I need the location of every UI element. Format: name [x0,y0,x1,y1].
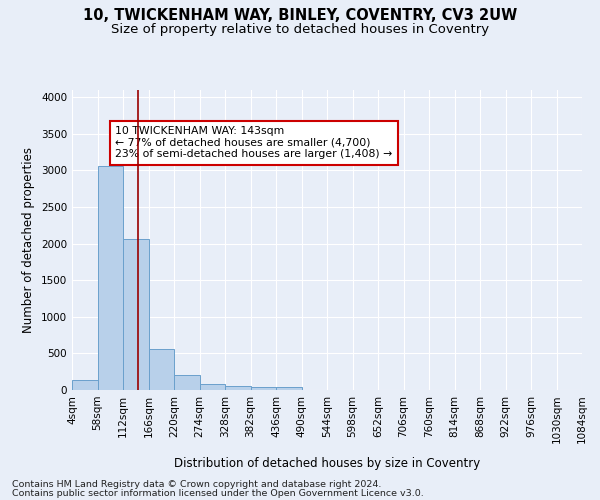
Bar [251,386,276,390]
Bar [200,384,225,390]
Text: 10 TWICKENHAM WAY: 143sqm
← 77% of detached houses are smaller (4,700)
23% of se: 10 TWICKENHAM WAY: 143sqm ← 77% of detac… [115,126,392,159]
Bar [72,380,97,390]
Bar [97,166,123,390]
Bar [123,240,149,390]
Text: 10, TWICKENHAM WAY, BINLEY, COVENTRY, CV3 2UW: 10, TWICKENHAM WAY, BINLEY, COVENTRY, CV… [83,8,517,22]
Bar [174,376,199,390]
Text: Contains HM Land Registry data © Crown copyright and database right 2024.: Contains HM Land Registry data © Crown c… [12,480,382,489]
Bar [276,387,302,390]
Text: Distribution of detached houses by size in Coventry: Distribution of detached houses by size … [174,458,480,470]
Bar [225,386,251,390]
Bar [149,349,174,390]
Text: Size of property relative to detached houses in Coventry: Size of property relative to detached ho… [111,22,489,36]
Text: Contains public sector information licensed under the Open Government Licence v3: Contains public sector information licen… [12,489,424,498]
Y-axis label: Number of detached properties: Number of detached properties [22,147,35,333]
